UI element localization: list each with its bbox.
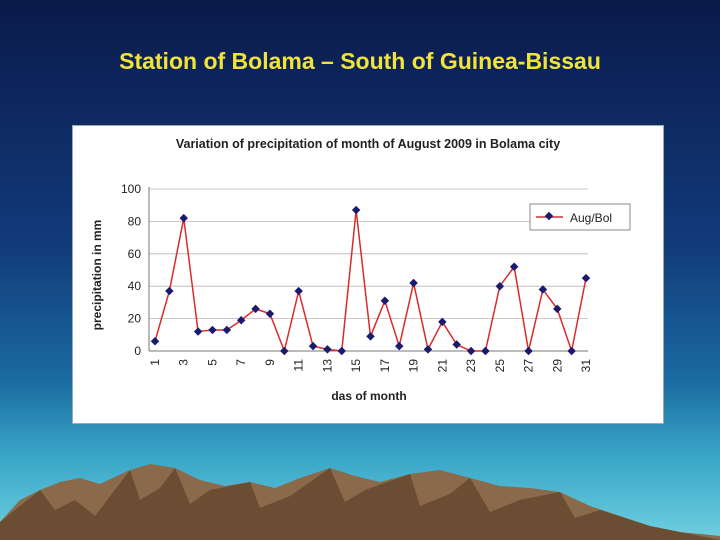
data-point bbox=[323, 345, 332, 354]
data-point bbox=[265, 309, 275, 318]
data-point bbox=[337, 346, 347, 356]
slide-title: Station of Bolama – South of Guinea-Biss… bbox=[119, 48, 601, 74]
data-point bbox=[466, 346, 476, 356]
legend: Aug/Bol bbox=[529, 203, 631, 231]
data-point bbox=[438, 317, 447, 327]
data-point bbox=[581, 273, 591, 283]
data-point bbox=[380, 296, 390, 306]
data-point bbox=[423, 345, 433, 354]
data-point bbox=[524, 346, 533, 356]
data-point bbox=[165, 286, 174, 296]
x-tick-label: 15 bbox=[349, 359, 363, 373]
y-axis-title: precipitation in mm bbox=[90, 220, 104, 331]
data-point bbox=[308, 341, 318, 351]
data-point bbox=[495, 281, 505, 291]
legend-label: Aug/Bol bbox=[570, 211, 612, 225]
data-point bbox=[553, 304, 562, 314]
x-tick-label: 27 bbox=[522, 359, 536, 373]
x-tick-label: 1 bbox=[148, 359, 162, 366]
x-tick-label: 9 bbox=[263, 359, 277, 366]
data-point bbox=[236, 315, 246, 325]
data-point bbox=[351, 205, 361, 215]
chart-panel: Variation of precipitation of month of A… bbox=[72, 125, 664, 424]
data-point bbox=[150, 337, 160, 346]
data-point bbox=[280, 346, 289, 356]
data-point bbox=[179, 213, 188, 223]
data-point bbox=[509, 262, 519, 272]
data-point bbox=[193, 327, 203, 336]
data-point bbox=[481, 346, 490, 356]
x-tick-label: 29 bbox=[550, 359, 564, 373]
y-tick-label: 100 bbox=[121, 182, 141, 196]
x-tick-label: 19 bbox=[407, 359, 421, 373]
mountain-landscape bbox=[0, 464, 720, 540]
series-line bbox=[154, 209, 587, 354]
y-tick-label: 0 bbox=[134, 344, 141, 358]
data-point bbox=[538, 285, 548, 294]
data-point bbox=[394, 341, 404, 351]
gridlines bbox=[149, 188, 588, 320]
data-points bbox=[150, 205, 591, 356]
x-tick-label: 13 bbox=[320, 359, 334, 373]
data-point bbox=[222, 325, 232, 335]
x-tick-label: 3 bbox=[177, 359, 191, 366]
mountain-shadow bbox=[0, 468, 720, 540]
y-tick-label: 20 bbox=[128, 312, 142, 326]
chart-title: Variation of precipitation of month of A… bbox=[176, 137, 560, 151]
line-chart: Variation of precipitation of month of A… bbox=[90, 137, 631, 403]
series-line-aug-bol bbox=[154, 209, 587, 354]
x-tick-label: 23 bbox=[464, 359, 478, 373]
data-point bbox=[366, 332, 375, 341]
x-tick-label: 11 bbox=[292, 359, 306, 372]
data-point bbox=[251, 304, 260, 314]
x-axis-title: das of month bbox=[331, 389, 406, 403]
x-tick-label: 21 bbox=[435, 359, 449, 373]
data-point bbox=[409, 278, 418, 288]
data-point bbox=[294, 286, 303, 296]
x-tick-label: 31 bbox=[579, 359, 593, 373]
y-tick-label: 40 bbox=[128, 279, 142, 293]
data-point bbox=[208, 325, 217, 335]
x-tick-label: 25 bbox=[493, 359, 507, 373]
x-tick-label: 7 bbox=[234, 359, 248, 366]
data-point bbox=[452, 340, 461, 349]
x-tick-label: 17 bbox=[378, 359, 392, 373]
data-point bbox=[567, 346, 576, 356]
y-tick-label: 80 bbox=[128, 214, 142, 228]
x-tick-label: 5 bbox=[205, 359, 219, 366]
y-tick-label: 60 bbox=[128, 247, 142, 261]
